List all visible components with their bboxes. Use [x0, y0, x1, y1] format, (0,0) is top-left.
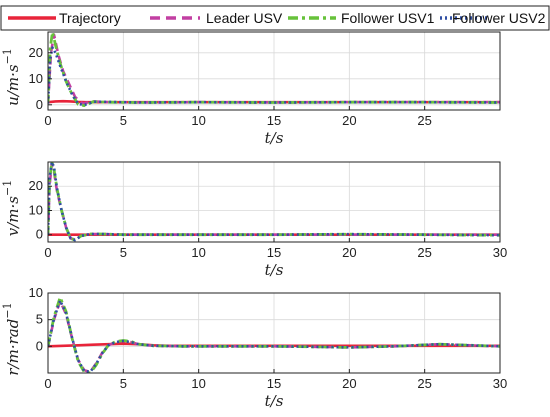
series-line-follower-usv2: [48, 162, 500, 242]
x-tick-label: 10: [191, 376, 205, 391]
x-tick-label: 10: [191, 245, 205, 260]
x-tick-label: 30: [493, 376, 507, 391]
x-tick-label: 30: [493, 245, 507, 260]
x-tick-label: 15: [267, 245, 281, 260]
subplot-2: 0 5 10 15 20 25 30 0 10 20 t/s v/m·s−1: [1, 161, 507, 279]
y-tick-label: 0: [36, 227, 43, 242]
x-axis-label: t/s: [265, 261, 284, 279]
y-axis-label: r/m·rad−1: [1, 302, 22, 375]
y-tick-label: 20: [29, 178, 43, 193]
x-tick-label: 0: [44, 245, 51, 260]
y-axis-label: v/m·s−1: [1, 180, 22, 236]
y-axis-label: u/m·s−1: [1, 48, 22, 106]
y-tick-label: 10: [29, 285, 43, 300]
x-tick-label: 10: [191, 113, 205, 128]
x-axis-label: t/s: [265, 392, 284, 410]
x-tick-label: 25: [417, 376, 431, 391]
x-axis-label: t/s: [265, 129, 284, 147]
legend-label-follower2: Follower USV2: [452, 10, 546, 26]
series-line-follower-usv2: [48, 46, 500, 107]
legend-label-trajectory: Trajectory: [59, 10, 121, 26]
series-line-follower-usv2: [48, 299, 500, 373]
legend: Trajectory Leader USV Follower USV1 Foll…: [0, 5, 550, 31]
subplot-1: 0 5 10 15 20 25 0 10 20 t/s u/m·s−1: [1, 31, 501, 147]
y-tick-label: 0: [36, 97, 43, 112]
y-tick-label: 5: [36, 312, 43, 327]
y-tick-label: 10: [29, 202, 43, 217]
x-tick-label: 5: [120, 245, 127, 260]
y-tick-label: 0: [36, 338, 43, 353]
legend-label-follower1: Follower USV1: [341, 10, 435, 26]
x-tick-label: 15: [267, 113, 281, 128]
subplot-3: 0 5 10 15 20 25 30 0 5 10 t/s r/m·rad−1: [1, 285, 507, 410]
legend-label-leader: Leader USV: [206, 10, 283, 26]
series-line-follower-usv1: [48, 32, 500, 107]
y-tick-label: 10: [29, 71, 43, 86]
x-tick-label: 20: [342, 245, 356, 260]
legend-box: [0, 5, 550, 31]
subplots: 0 5 10 15 20 25 0 10 20 t/s u/m·s−1 0 5 10 15 20 25 30 0 10…: [1, 31, 507, 410]
x-tick-label: 15: [267, 376, 281, 391]
series-line-leader-usv: [48, 163, 500, 241]
x-tick-label: 5: [120, 376, 127, 391]
x-tick-label: 20: [342, 376, 356, 391]
x-tick-label: 5: [120, 113, 127, 128]
x-tick-label: 25: [417, 245, 431, 260]
y-tick-label: 20: [29, 45, 43, 60]
x-tick-label: 0: [44, 113, 51, 128]
x-tick-label: 25: [417, 113, 431, 128]
x-tick-label: 0: [44, 376, 51, 391]
x-tick-label: 20: [342, 113, 356, 128]
